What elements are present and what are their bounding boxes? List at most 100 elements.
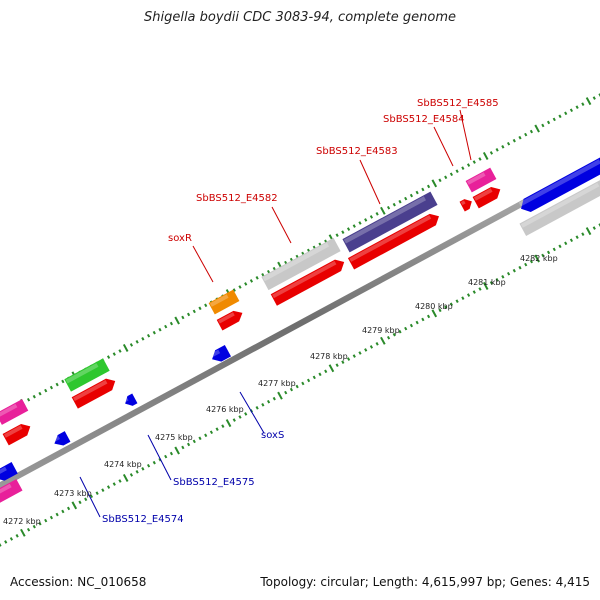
minor-tick-dot (524, 132, 528, 137)
minor-tick-dot (552, 247, 556, 252)
minor-tick-dot (232, 418, 236, 422)
tick-label-4281: 4281 kbp (468, 278, 506, 287)
minor-tick-dot (289, 387, 294, 392)
gene-label-SbBS512-E4585: SbBS512_E4585 (417, 98, 499, 109)
minor-tick-dot (118, 479, 122, 483)
minor-tick-dot (581, 232, 585, 236)
minor-tick-dot (501, 275, 505, 279)
minor-tick-dot (472, 160, 476, 164)
minor-tick-dot (575, 235, 579, 239)
minor-tick-dot (501, 145, 505, 149)
minor-tick-dot (204, 303, 208, 308)
minor-tick-dot (44, 388, 48, 393)
minor-tick-dot (26, 397, 31, 402)
major-tick (380, 206, 386, 215)
minor-tick-dot (466, 163, 471, 167)
minor-tick-dot (466, 293, 471, 297)
minor-tick-dot (146, 333, 151, 338)
major-tick (482, 281, 489, 290)
minor-tick-dot (352, 224, 356, 228)
minor-tick-dot (346, 227, 351, 231)
minor-tick-dot (346, 357, 351, 361)
minor-tick-dot (541, 253, 545, 258)
minor-tick-dot (409, 193, 414, 198)
minor-tick-dot (529, 259, 534, 264)
minor-tick-dot (478, 157, 482, 161)
major-tick (225, 419, 232, 428)
gene-box (0, 399, 29, 425)
minor-tick-dot (78, 500, 82, 505)
minor-tick-dot (61, 379, 65, 384)
major-tick (431, 309, 438, 318)
minor-tick-dot (301, 381, 305, 386)
minor-tick-dot (38, 391, 42, 396)
minor-tick-dot (106, 355, 111, 359)
minor-tick-dot (146, 463, 151, 468)
minor-tick-dot (352, 354, 356, 358)
reverse-gene-labels: soxS SbBS512_E4575 SbBS512_E4574 (102, 430, 284, 525)
minor-tick-dot (238, 285, 242, 289)
tick-label-4273: 4273 kbp (54, 489, 92, 498)
gene-box (64, 358, 110, 392)
minor-tick-dot (284, 390, 288, 395)
minor-tick-dot (512, 138, 516, 143)
minor-tick-dot (375, 342, 379, 346)
minor-tick-dot (358, 351, 362, 355)
minor-tick-dot (426, 314, 431, 319)
gene-label-SbBS512-E4583: SbBS512_E4583 (316, 146, 398, 157)
major-tick (585, 227, 592, 236)
minor-tick-dot (438, 308, 442, 313)
cds-arrow (71, 378, 116, 409)
minor-tick-dot (26, 527, 31, 532)
minor-tick-dot (415, 320, 419, 325)
minor-tick-dot (541, 123, 545, 128)
minor-tick-dot (266, 399, 271, 404)
minor-tick-dot (426, 184, 431, 189)
cds-arrow-E4583 (347, 213, 439, 270)
minor-tick-dot (158, 327, 162, 332)
cds-arrow-soxS (210, 345, 232, 362)
gene-label-SbBS512-E4575: SbBS512_E4575 (173, 477, 255, 488)
minor-tick-dot (398, 329, 402, 334)
minor-tick-dot (84, 497, 88, 502)
tick-label-4274: 4274 kbp (104, 460, 142, 469)
minor-tick-dot (392, 332, 396, 337)
minor-tick-dot (386, 205, 391, 210)
minor-tick-dot (129, 473, 134, 477)
minor-tick-dot (4, 540, 8, 544)
minor-tick-dot (318, 372, 322, 377)
minor-tick-dot (455, 299, 459, 303)
cds-arrow-E4585 (472, 186, 501, 209)
genome-backbone (0, 158, 600, 489)
minor-tick-dot (95, 491, 99, 495)
major-tick (20, 528, 26, 537)
minor-tick-dot (135, 470, 139, 474)
tick-label-4278: 4278 kbp (310, 352, 348, 361)
major-tick (431, 179, 438, 188)
minor-tick-dot (489, 151, 494, 155)
minor-tick-dot (55, 382, 59, 387)
map-title: Shigella boydii CDC 3083-94, complete ge… (143, 10, 457, 25)
minor-tick-dot (444, 305, 448, 310)
minor-tick-dot (32, 394, 36, 399)
minor-tick-dot (49, 515, 54, 520)
tick-label-4272: 4272 kbp (3, 517, 41, 526)
major-tick (122, 343, 129, 352)
major-tick (534, 124, 540, 133)
major-tick (482, 151, 489, 160)
gene-box-rev-large (519, 178, 600, 236)
gene-box-rev (0, 479, 23, 503)
minor-tick-dot (49, 385, 54, 390)
minor-tick-dot (369, 345, 374, 349)
minor-tick-dot (244, 412, 248, 416)
minor-tick-dot (141, 337, 145, 341)
minor-tick-dot (512, 268, 516, 273)
tick-label-4277: 4277 kbp (258, 379, 296, 388)
minor-tick-dot (421, 187, 425, 192)
major-tick (277, 391, 283, 400)
minor-tick-dot (489, 281, 494, 285)
minor-tick-dot (461, 166, 465, 170)
minor-tick-dot (518, 135, 522, 140)
minor-tick-dot (244, 282, 248, 286)
minor-tick-dot (341, 230, 345, 234)
